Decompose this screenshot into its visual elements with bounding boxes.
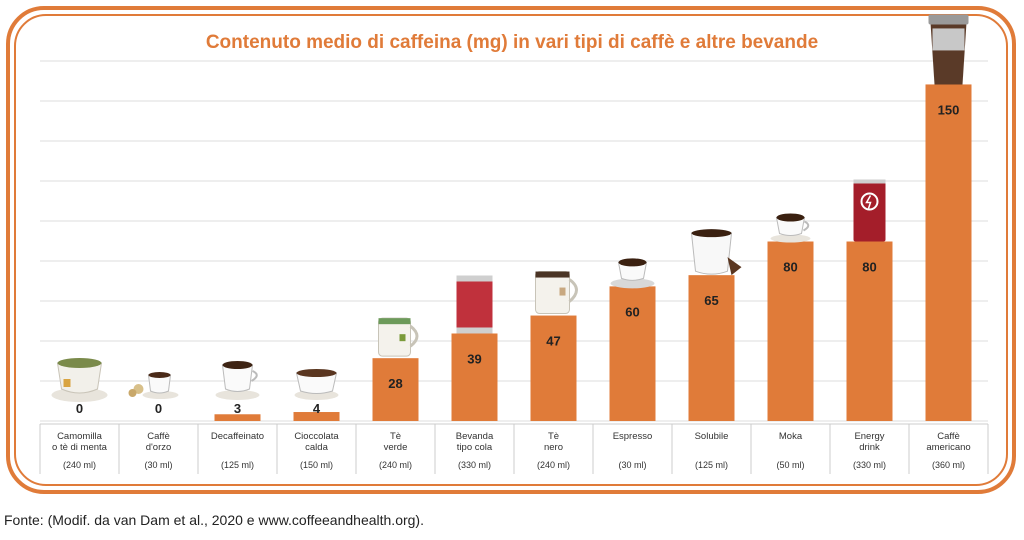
bar-value-label: 60	[625, 304, 639, 319]
bar-value-label: 4	[313, 401, 321, 416]
category-label: Camomilla	[57, 431, 103, 442]
category-label: Bevanda	[456, 431, 494, 442]
category-label: drink	[859, 442, 880, 453]
category-label: calda	[305, 442, 328, 453]
bar	[214, 414, 261, 421]
category-label: tipo cola	[457, 442, 493, 453]
chamomile-cup-icon	[51, 358, 108, 402]
category-label: americano	[926, 442, 970, 453]
bar-value-label: 0	[155, 401, 162, 416]
bar	[925, 84, 972, 421]
category-volume-label: (50 ml)	[776, 460, 804, 470]
instant-coffee-mug-icon	[690, 229, 742, 276]
category-label: Decaffeinato	[211, 431, 264, 442]
energy-drink-can-icon	[853, 179, 886, 242]
category-label: Tè	[548, 431, 559, 442]
category-label: Caffè	[937, 431, 960, 442]
bar-value-label: 3	[234, 401, 241, 416]
category-volume-label: (360 ml)	[932, 460, 965, 470]
barley-coffee-cup-icon	[128, 372, 179, 399]
category-volume-label: (330 ml)	[853, 460, 886, 470]
bar	[609, 286, 656, 421]
bar-value-label: 80	[783, 260, 797, 275]
bar	[688, 275, 735, 421]
bar-value-label: 65	[704, 293, 718, 308]
bar-value-label: 0	[76, 401, 83, 416]
category-label: Espresso	[613, 431, 653, 442]
category-volume-label: (330 ml)	[458, 460, 491, 470]
bar	[451, 333, 498, 421]
bar	[372, 358, 419, 421]
category-label: Energy	[854, 431, 884, 442]
green-tea-mug-icon	[378, 317, 419, 357]
bar	[846, 241, 893, 421]
bar	[767, 241, 814, 421]
category-label: Solubile	[695, 431, 729, 442]
decaf-cup-icon	[215, 361, 260, 400]
americano-cup-icon	[928, 14, 969, 85]
cola-can-icon	[456, 275, 493, 334]
category-volume-label: (240 ml)	[379, 460, 412, 470]
moka-cup-icon	[770, 213, 811, 243]
inner-frame	[14, 14, 1008, 486]
bar-value-label: 150	[938, 102, 960, 117]
bar	[293, 412, 340, 421]
category-label: Cioccolata	[294, 431, 339, 442]
hot-chocolate-cup-icon	[294, 369, 339, 400]
category-label: o tè di menta	[52, 442, 108, 453]
category-label: Tè	[390, 431, 401, 442]
chart-title: Contenuto medio di caffeina (mg) in vari…	[205, 32, 819, 53]
category-volume-label: (125 ml)	[221, 460, 254, 470]
category-volume-label: (30 ml)	[618, 460, 646, 470]
black-tea-mug-icon	[535, 271, 578, 315]
category-volume-label: (240 ml)	[63, 460, 96, 470]
category-volume-label: (125 ml)	[695, 460, 728, 470]
category-label: Caffè	[147, 431, 170, 442]
category-label: d'orzo	[146, 442, 172, 453]
bar-value-label: 47	[546, 334, 560, 349]
category-volume-label: (30 ml)	[144, 460, 172, 470]
source-note: Fonte: (Modif. da van Dam et al., 2020 e…	[4, 512, 424, 528]
bar-value-label: 80	[862, 260, 876, 275]
espresso-cup-icon	[610, 258, 655, 289]
outer-frame	[6, 6, 1016, 494]
category-label: Moka	[779, 431, 803, 442]
category-volume-label: (240 ml)	[537, 460, 570, 470]
category-label: nero	[544, 442, 563, 453]
bar	[530, 315, 577, 421]
category-volume-label: (150 ml)	[300, 460, 333, 470]
bar-value-label: 28	[388, 376, 402, 391]
bar-value-label: 39	[467, 351, 481, 366]
category-label: verde	[384, 442, 408, 453]
